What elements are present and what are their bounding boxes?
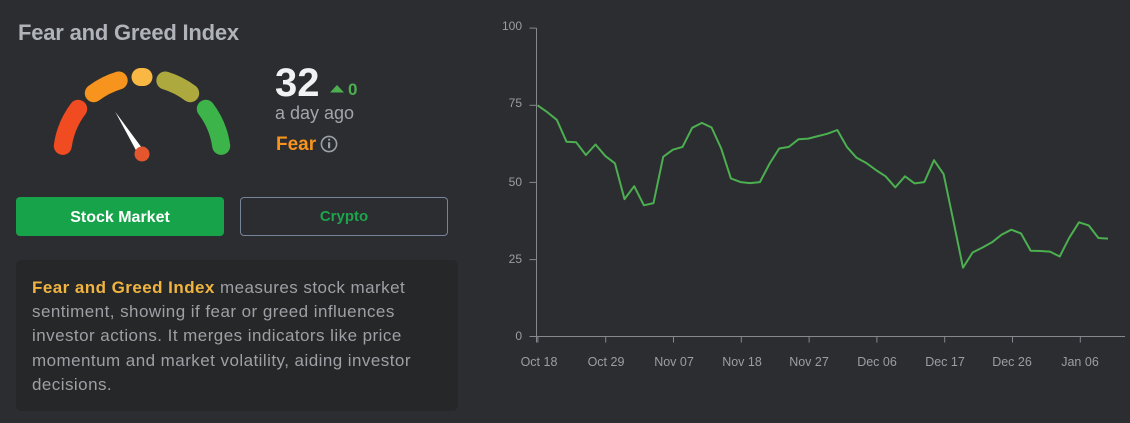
svg-text:Nov 18: Nov 18 — [722, 355, 762, 369]
svg-text:0: 0 — [515, 329, 522, 343]
svg-text:25: 25 — [509, 252, 523, 266]
svg-text:Nov 07: Nov 07 — [654, 355, 694, 369]
svg-text:75: 75 — [509, 96, 523, 110]
svg-text:Dec 06: Dec 06 — [857, 355, 897, 369]
svg-text:Dec 17: Dec 17 — [925, 355, 965, 369]
svg-text:Jan 06: Jan 06 — [1061, 355, 1099, 369]
svg-text:100: 100 — [502, 19, 522, 33]
svg-text:Oct 29: Oct 29 — [588, 355, 625, 369]
svg-text:Dec 26: Dec 26 — [992, 355, 1032, 369]
svg-text:Nov 27: Nov 27 — [789, 355, 829, 369]
svg-text:Oct 18: Oct 18 — [521, 355, 558, 369]
svg-text:50: 50 — [509, 175, 523, 189]
